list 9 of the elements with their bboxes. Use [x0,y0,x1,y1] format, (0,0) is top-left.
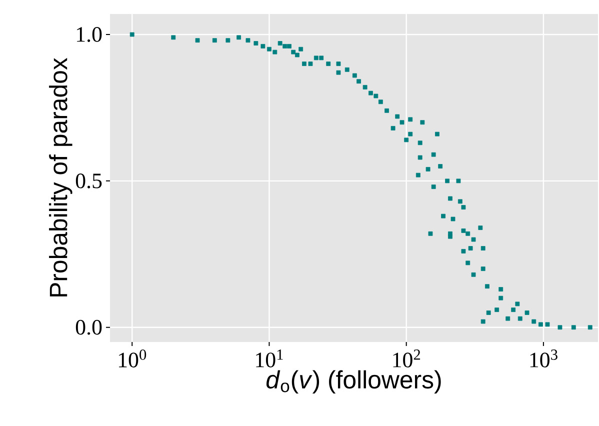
x-axis-title: d$_{o}$(v) (followers) [266,370,441,394]
x-tick-label: 10$^{0}$ [118,350,146,368]
y-tick-label: 0.5 [76,173,102,188]
x-tick-label: 10$^{2}$ [393,350,420,368]
x-tick-label: 10$^{3}$ [530,350,558,368]
x-tick-label: 10$^{1}$ [256,350,283,368]
y-axis-title: Probability of paradox [49,58,72,296]
y-tick-label: 0.0 [76,320,102,335]
y-tick-label: 1.0 [77,27,102,42]
